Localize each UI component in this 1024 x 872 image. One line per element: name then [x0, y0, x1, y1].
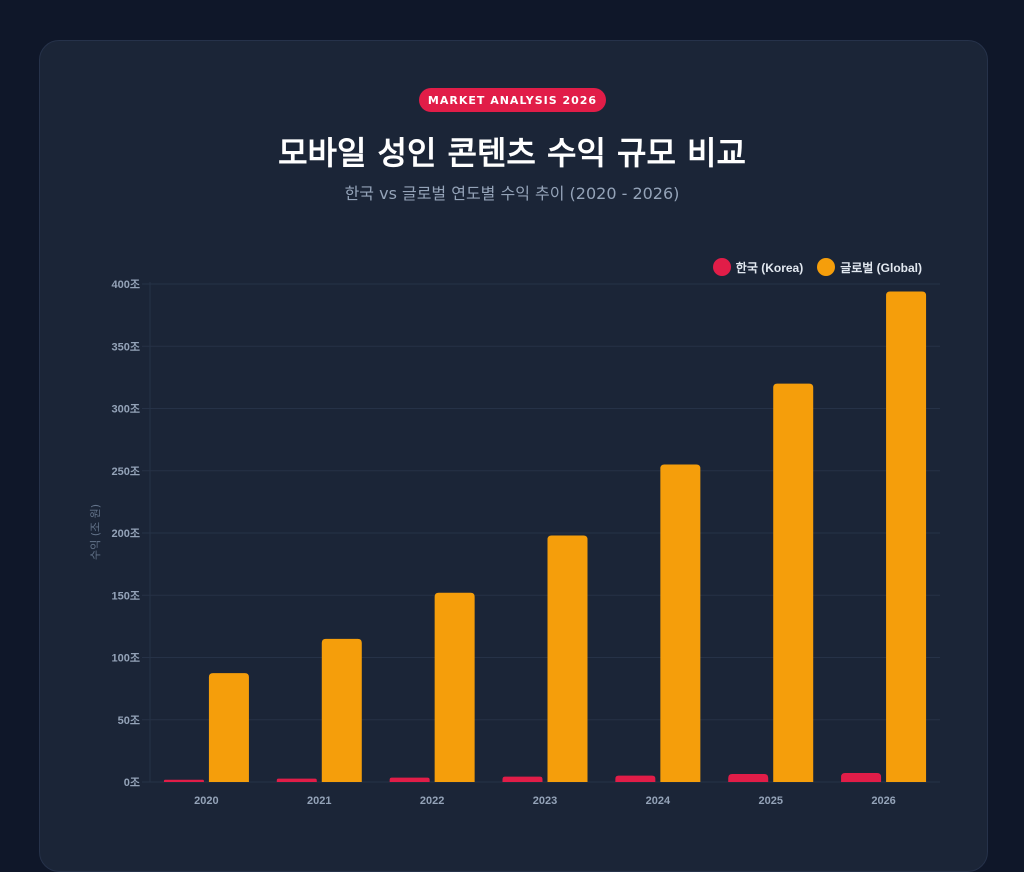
legend-label-global: 글로벌 (Global)	[840, 260, 922, 275]
legend-item-global[interactable]: 글로벌 (Global)	[817, 258, 922, 276]
x-tick-label: 2023	[533, 795, 557, 807]
legend-label-korea: 한국 (Korea)	[735, 260, 804, 275]
y-tick-label: 300조	[112, 404, 140, 416]
bar-chart: 수익 (조 원) 0조 50조 100조 150조 200조 250조 300조 350조 40…	[89, 279, 940, 807]
bar-global	[434, 592, 475, 782]
x-tick-label: 2022	[420, 795, 444, 807]
bar-korea	[841, 773, 882, 782]
x-tick-label: 2020	[194, 795, 218, 807]
chart-card	[39, 40, 988, 872]
y-tick-label: 100조	[112, 653, 140, 665]
x-tick-label: 2021	[307, 795, 331, 807]
chart-title: 모바일 성인 콘텐츠 수익 규모 비교	[278, 134, 746, 172]
x-tick-label: 2024	[646, 795, 671, 807]
bar-global	[321, 638, 362, 782]
bar-korea	[615, 775, 656, 782]
bar-korea	[163, 779, 204, 782]
bar-korea	[502, 776, 543, 782]
bar-global	[208, 673, 249, 782]
y-tick-label: 0조	[124, 777, 140, 789]
bar-global	[660, 464, 701, 782]
korea-swatch-icon	[712, 258, 731, 276]
x-tick-label: 2026	[871, 795, 895, 807]
bar-korea	[276, 778, 317, 782]
bar-global	[547, 535, 588, 782]
y-tick-label: 400조	[112, 279, 140, 291]
y-tick-label: 200조	[112, 528, 140, 540]
legend: 한국 (Korea) 글로벌 (Global)	[712, 258, 922, 276]
global-swatch-icon	[817, 258, 836, 276]
market-analysis-badge: MARKET ANALYSIS 2026	[419, 88, 606, 112]
chart-subtitle: 한국 vs 글로벌 연도별 수익 추이 (2020 - 2026)	[344, 184, 680, 203]
y-tick-label: 250조	[112, 466, 140, 478]
legend-item-korea[interactable]: 한국 (Korea)	[712, 258, 804, 276]
y-tick-label: 150조	[112, 590, 140, 602]
y-tick-label: 350조	[112, 341, 140, 353]
y-axis-label: 수익 (조 원)	[89, 504, 102, 560]
bar-korea	[728, 774, 769, 782]
x-tick-label: 2025	[758, 795, 782, 807]
bar-korea	[389, 777, 430, 782]
y-tick-label: 50조	[118, 715, 140, 727]
bar-global	[886, 291, 927, 782]
bar-global	[773, 383, 814, 782]
